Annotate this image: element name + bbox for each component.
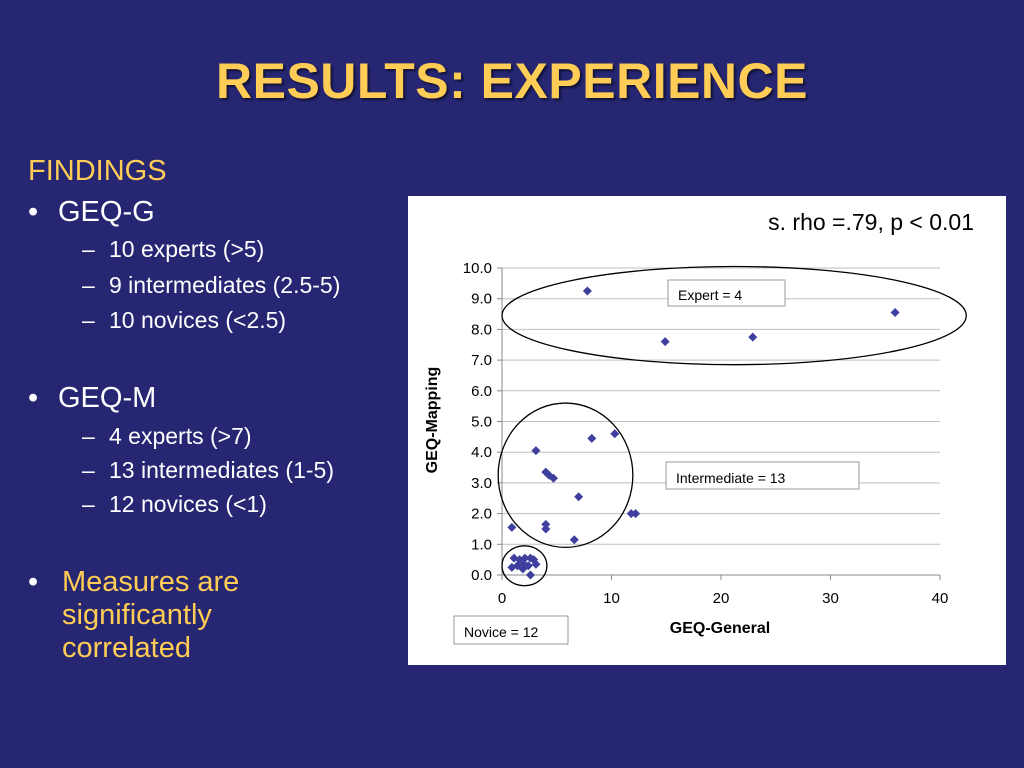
x-axis-label: GEQ-General bbox=[670, 620, 770, 637]
data-point bbox=[890, 308, 900, 318]
y-tick-label: 6.0 bbox=[471, 383, 492, 400]
data-point bbox=[525, 570, 535, 580]
geq-m-item: –13 intermediates (1-5) bbox=[82, 457, 334, 483]
bullet-dot: • bbox=[28, 196, 39, 228]
data-point bbox=[529, 555, 539, 565]
y-tick-label: 9.0 bbox=[471, 291, 492, 308]
slide-title: RESULTS: EXPERIENCE bbox=[216, 53, 808, 109]
correlation-annotation: s. rho =.79, p < 0.01 bbox=[768, 209, 974, 235]
data-point bbox=[531, 559, 541, 569]
y-tick-label: 4.0 bbox=[471, 444, 492, 461]
y-tick-label: 7.0 bbox=[471, 352, 492, 369]
geq-m-item: –4 experts (>7) bbox=[82, 423, 252, 449]
x-tick-label: 0 bbox=[498, 590, 506, 607]
data-point bbox=[531, 446, 541, 456]
y-tick-label: 5.0 bbox=[471, 414, 492, 431]
geq-m-label: GEQ-M bbox=[58, 382, 157, 414]
geq-g-label: GEQ-G bbox=[58, 196, 155, 228]
bullet-dot: • bbox=[28, 566, 39, 598]
geq-g-bullet: • GEQ-G bbox=[28, 196, 155, 229]
expert-group-ellipse bbox=[501, 265, 967, 366]
data-point bbox=[610, 429, 620, 439]
x-tick-label: 40 bbox=[932, 590, 949, 607]
data-point bbox=[548, 473, 558, 483]
conclusion-text: Measures are significantly correlated bbox=[62, 566, 240, 664]
scatter-chart: 0.0 1.0 2.0 3.0 4.0 5.0 6.0 7.0 8.0 9.0 10.0 0 10 20 3… bbox=[424, 209, 974, 645]
data-point bbox=[574, 492, 584, 502]
novice-label: Novice = 12 bbox=[464, 624, 539, 640]
y-tick-label: 1.0 bbox=[471, 536, 492, 553]
data-point bbox=[541, 519, 551, 529]
geq-g-item-text: 10 novices (<2.5) bbox=[109, 307, 287, 333]
geq-m-item-text: 4 experts (>7) bbox=[109, 423, 252, 449]
geq-m-item: –12 novices (<1) bbox=[82, 491, 267, 517]
data-point bbox=[631, 509, 641, 519]
y-tick-label: 2.0 bbox=[471, 506, 492, 523]
data-point bbox=[582, 286, 592, 296]
intermediate-label: Intermediate = 13 bbox=[676, 470, 786, 486]
x-tick-label: 20 bbox=[713, 590, 730, 607]
x-tick-label: 10 bbox=[603, 590, 620, 607]
geq-g-item-text: 10 experts (>5) bbox=[109, 236, 265, 262]
geq-g-item: –10 novices (<2.5) bbox=[82, 307, 287, 333]
geq-m-bullet: • GEQ-M bbox=[28, 382, 156, 415]
data-point bbox=[748, 332, 758, 342]
data-point bbox=[587, 433, 597, 443]
geq-m-item-text: 13 intermediates (1-5) bbox=[109, 457, 334, 483]
y-axis-label: GEQ-Mapping bbox=[424, 367, 441, 474]
geq-g-item: –10 experts (>5) bbox=[82, 236, 265, 262]
data-point bbox=[660, 337, 670, 347]
data-point bbox=[544, 470, 554, 480]
expert-label: Expert = 4 bbox=[678, 287, 742, 303]
expert-label-box bbox=[667, 279, 786, 307]
chart-panel: 0.0 1.0 2.0 3.0 4.0 5.0 6.0 7.0 8.0 9.0 10.0 0 10 20 3… bbox=[408, 196, 1006, 665]
y-tick-label: 0.0 bbox=[471, 567, 492, 584]
y-tick-label: 8.0 bbox=[471, 321, 492, 338]
data-point bbox=[512, 561, 522, 571]
bullet-dot: • bbox=[28, 382, 39, 414]
x-tick-label: 30 bbox=[822, 590, 839, 607]
y-tick-label: 10.0 bbox=[463, 260, 492, 277]
findings-heading: FINDINGS bbox=[28, 155, 167, 187]
intermediate-group-ellipse bbox=[497, 402, 634, 549]
data-point bbox=[518, 564, 528, 574]
data-point bbox=[507, 522, 517, 532]
geq-m-item-text: 12 novices (<1) bbox=[109, 491, 267, 517]
intermediate-label-box bbox=[665, 461, 860, 490]
y-tick-label: 3.0 bbox=[471, 475, 492, 492]
data-point bbox=[541, 524, 551, 534]
geq-g-item-text: 9 intermediates (2.5-5) bbox=[109, 272, 341, 298]
data-point bbox=[520, 553, 530, 563]
novice-label-box bbox=[453, 615, 569, 645]
novice-group-ellipse bbox=[501, 545, 548, 587]
data-point bbox=[569, 535, 579, 545]
geq-g-item: –9 intermediates (2.5-5) bbox=[82, 272, 341, 298]
